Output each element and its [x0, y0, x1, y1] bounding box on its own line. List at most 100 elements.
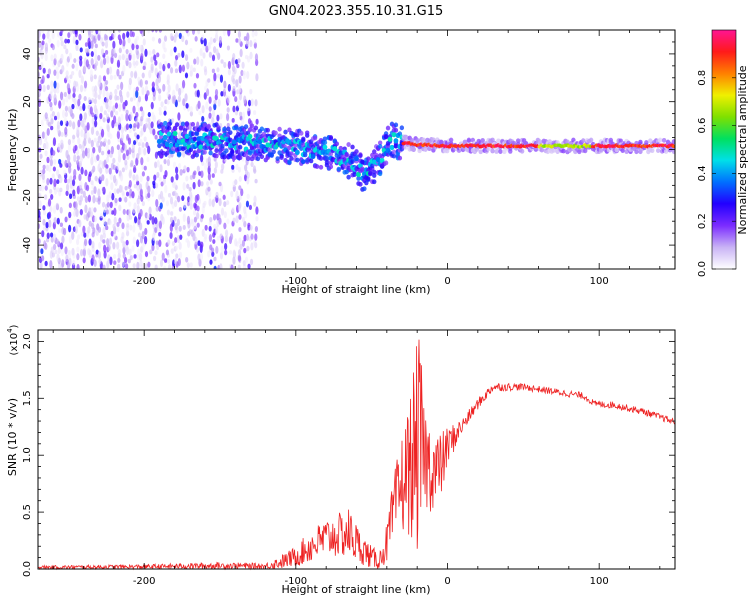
spectrogram-cell — [156, 160, 160, 168]
spectrogram-cell — [232, 155, 237, 161]
spectrogram-cell — [141, 109, 145, 118]
spectrogram-cell — [90, 139, 94, 148]
spectrogram-cell — [250, 161, 254, 168]
spectrogram-cell — [308, 158, 314, 164]
spectrogram-cell — [237, 254, 242, 262]
spectrogram-cell — [117, 263, 121, 269]
spectrogram-cell — [121, 231, 125, 240]
spectrogram-cell — [175, 253, 179, 259]
spectrogram-cell — [101, 186, 106, 192]
spectrogram-dots — [38, 30, 675, 269]
spectrogram-cell — [95, 30, 99, 35]
spectrogram-cell — [83, 232, 87, 238]
spectrogram-cell — [185, 238, 189, 243]
spectrogram-cell — [59, 242, 64, 250]
spectrogram-cell — [197, 179, 201, 188]
spectrogram-cell — [76, 159, 80, 166]
spectrogram-cell — [42, 205, 46, 211]
spectrogram-cell — [139, 106, 144, 112]
x-tick-label: 100 — [590, 276, 609, 287]
spectrogram-cell — [109, 74, 113, 81]
spectrogram-cell — [167, 84, 171, 93]
spectrogram-cell — [138, 252, 143, 261]
spectrogram-cell — [66, 38, 71, 44]
spectrogram-cell — [140, 52, 144, 61]
spectrogram-cell — [182, 145, 188, 151]
spectrogram-cell — [82, 103, 86, 112]
spectrogram-cell — [212, 214, 217, 221]
spectrogram-cell — [48, 164, 52, 173]
spectrogram-cell — [116, 162, 120, 170]
spectrogram-cell — [254, 178, 258, 184]
spectrogram-cell — [67, 143, 72, 153]
spectrogram-cell — [97, 195, 101, 202]
spectrogram-cell — [128, 201, 132, 207]
spectrogram-cell — [76, 253, 80, 261]
spectrogram-cell — [411, 146, 416, 152]
spectrogram-cell — [565, 139, 570, 145]
spectrogram-cell — [46, 156, 50, 164]
spectrogram-cell — [97, 54, 101, 61]
spectrogram-cell — [137, 76, 141, 83]
spectrogram-cell — [203, 65, 207, 73]
spectrogram-cell — [91, 85, 95, 92]
spectrogram-cell — [84, 204, 88, 214]
spectrogram-cell — [125, 239, 129, 246]
figure-title: GN04.2023.355.10.31.G15 — [269, 4, 444, 19]
spectrogram-cell — [211, 116, 215, 125]
spectrogram-cell — [94, 175, 98, 182]
spectrogram-cell — [220, 143, 225, 149]
spectrogram-cell — [82, 225, 86, 234]
spectrogram-cell — [158, 110, 163, 116]
spectrogram-cell — [108, 191, 112, 199]
spectrogram-cell — [68, 202, 72, 209]
colorbar-tick-label: 0.8 — [697, 70, 708, 86]
spectrogram-cell — [79, 47, 83, 53]
spectrogram-cell — [136, 180, 140, 186]
spectrogram-cell — [232, 53, 236, 61]
spectrogram-cell — [91, 241, 95, 249]
spectrogram-cell — [519, 148, 525, 154]
spectrogram-cell — [265, 127, 270, 133]
spectrogram-cell — [195, 72, 200, 79]
spectrogram-cell — [206, 135, 211, 141]
spectrogram-cell — [248, 204, 253, 211]
spectrogram-cell — [186, 166, 190, 173]
spectrogram-cell — [193, 170, 197, 176]
spectrogram-cell — [234, 59, 239, 65]
spectrogram-cell — [162, 41, 166, 50]
spectrogram-cell — [165, 200, 170, 207]
spectrogram-cell — [72, 35, 76, 45]
spectrogram-cell — [247, 133, 253, 140]
spectrogram-cell — [44, 112, 48, 120]
spectrogram-cell — [246, 245, 250, 252]
spectrogram-cell — [346, 174, 351, 180]
spectrogram-cell — [106, 260, 110, 269]
spectrogram-cell — [178, 225, 182, 232]
spectrogram-cell — [139, 208, 143, 217]
spectrogram-cell — [197, 253, 201, 262]
spectrogram-cell — [448, 137, 454, 143]
spectrogram-cell — [49, 158, 53, 167]
y-tick-label: 0.0 — [22, 561, 33, 577]
spectrogram-cell — [125, 48, 129, 55]
spectrogram-cell — [68, 235, 73, 244]
spectrogram-cell — [232, 217, 236, 223]
spectrogram-cell — [389, 144, 395, 151]
spectrogram-cell — [259, 126, 265, 132]
spectrogram-cell — [439, 140, 444, 145]
spectrogram-cell — [185, 175, 189, 182]
spectrogram-cell — [502, 149, 507, 155]
spectrogram-cell — [228, 137, 233, 143]
spectrogram-cell — [161, 252, 165, 261]
spectrogram-cell — [114, 102, 119, 109]
spectrogram-cell — [105, 100, 109, 110]
spectrogram-cell — [68, 193, 73, 200]
spectrogram-cell — [60, 139, 64, 145]
colorbar-frame — [711, 29, 737, 270]
spectrogram-cell — [150, 101, 154, 110]
spectrogram-cell — [377, 144, 383, 149]
spectrogram-cell — [119, 173, 124, 182]
y-tick-label: 2.0 — [22, 333, 33, 349]
spectrogram-cell — [162, 134, 168, 140]
